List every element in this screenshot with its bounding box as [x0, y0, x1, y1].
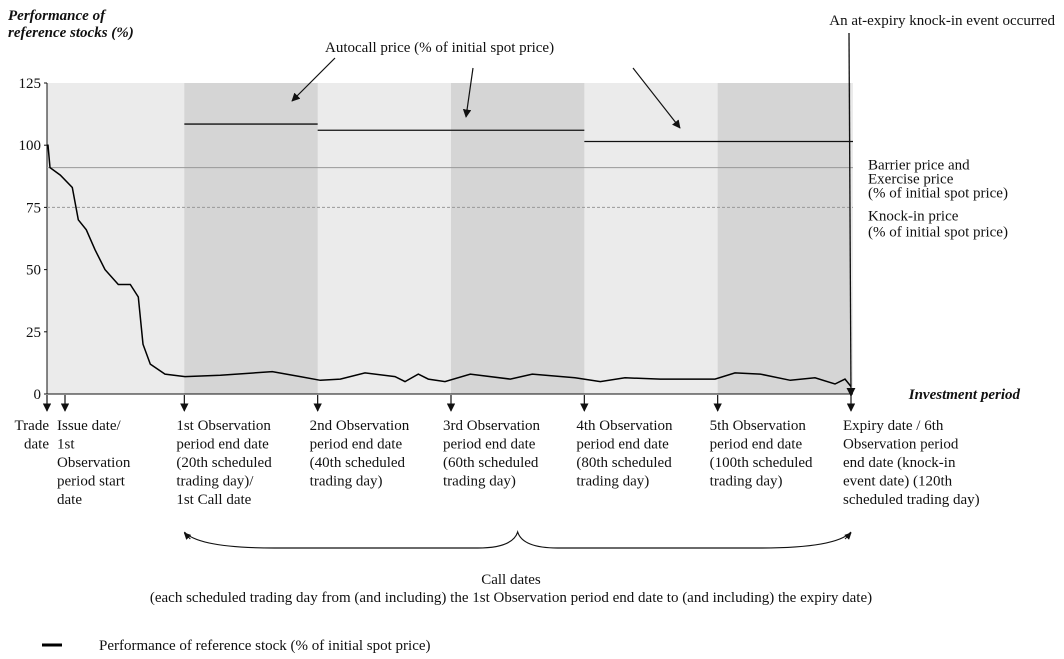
event-label: trading day)/ [176, 474, 254, 490]
event-label: trading day) [576, 474, 649, 490]
event-label: period end date [710, 437, 803, 453]
knock-in-label: (% of initial spot price) [868, 224, 1008, 240]
autocall-label: Autocall price (% of initial spot price) [325, 40, 554, 56]
knock-in-annotation: An at-expiry knock-in event occurred [829, 13, 1055, 29]
brace-arrow-right [844, 532, 852, 540]
event-label: period end date [310, 437, 403, 453]
event-label: trading day) [443, 474, 516, 490]
barrier-label: Exercise price [868, 172, 954, 188]
call-dates-note: (each scheduled trading day from (and in… [150, 590, 872, 606]
call-dates-title: Call dates [481, 572, 541, 588]
event-label: event date) (120th [843, 474, 953, 490]
y-tick-label: 50 [26, 263, 41, 279]
event-label: 3rd Observation [443, 418, 541, 434]
event-label: 1st Observation [176, 418, 271, 434]
event-label: Observation [57, 455, 131, 471]
event-label: period start [57, 474, 126, 490]
event-label: 2nd Observation [310, 418, 410, 434]
y-tick-label: 100 [19, 138, 42, 154]
y-tick-label: 0 [34, 387, 42, 403]
y-tick-label: 125 [19, 76, 42, 92]
event-label: trading day) [310, 474, 383, 490]
event-label: (80th scheduled [576, 455, 672, 471]
barrier-label: (% of initial spot price) [868, 186, 1008, 202]
event-label: trading day) [710, 474, 783, 490]
performance-line [47, 144, 852, 387]
x-axis-label: Investment period [908, 387, 1021, 403]
autocall-arrow [462, 67, 474, 118]
knock-in-label: Knock-in price [868, 208, 959, 224]
event-label: Observation period [843, 437, 959, 453]
event-label: period end date [576, 437, 669, 453]
event-label: (20th scheduled [176, 455, 272, 471]
event-label: date [57, 492, 82, 508]
event-label: Expiry date / 6th [843, 418, 944, 434]
y-tick-label: 25 [26, 325, 41, 341]
chart-title: Performance of [8, 8, 107, 24]
event-label: (60th scheduled [443, 455, 539, 471]
chart-title: reference stocks (%) [8, 25, 134, 41]
event-label: 5th Observation [710, 418, 807, 434]
call-dates-brace [183, 529, 852, 549]
event-label: (40th scheduled [310, 455, 406, 471]
event-label: (100th scheduled [710, 455, 813, 471]
observation-band [717, 83, 851, 394]
brace-arrow-left [183, 532, 192, 540]
event-label: Issue date/ [57, 418, 122, 434]
observation-band [451, 83, 585, 394]
event-label: end date (knock-in [843, 455, 956, 471]
autocall-arrow [632, 67, 681, 129]
event-label: 1st [57, 437, 75, 453]
event-label: Trade [15, 418, 50, 434]
event-label: scheduled trading day) [843, 492, 980, 508]
event-label: date [24, 437, 49, 453]
event-label: period end date [443, 437, 536, 453]
event-label: period end date [176, 437, 269, 453]
event-label: 4th Observation [576, 418, 673, 434]
knock-in-arrow [846, 32, 856, 397]
barrier-label: Barrier price and [868, 158, 970, 174]
y-tick-label: 75 [26, 200, 41, 216]
event-label: 1st Call date [176, 492, 251, 508]
autocall-arrow [291, 57, 336, 102]
legend-label: Performance of reference stock (% of ini… [99, 638, 431, 654]
observation-band [184, 83, 318, 394]
